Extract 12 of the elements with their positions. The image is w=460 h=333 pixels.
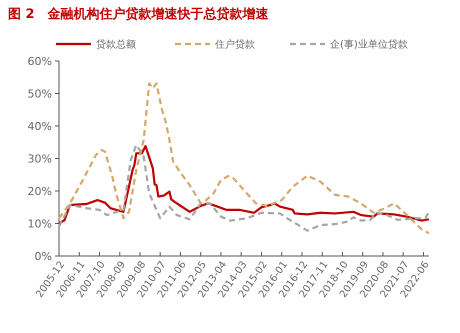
chart-title: 图 2 金融机构住户贷款增速快于总贷款增速 [8, 6, 270, 22]
y-tick-label: 50% [28, 87, 52, 100]
y-tick-label: 60% [28, 54, 52, 68]
legend-label: 贷款总额 [96, 38, 136, 50]
y-tick-label: 40% [28, 120, 52, 133]
legend-label: 住户贷款 [215, 38, 255, 50]
legend-label: 企(事)业单位贷款 [330, 38, 408, 50]
y-tick-label: 10% [28, 217, 52, 230]
y-tick-label: 30% [28, 152, 52, 166]
line-series [58, 82, 430, 234]
y-tick-label: 20% [28, 184, 52, 198]
y-tick-label: 0% [34, 250, 52, 263]
